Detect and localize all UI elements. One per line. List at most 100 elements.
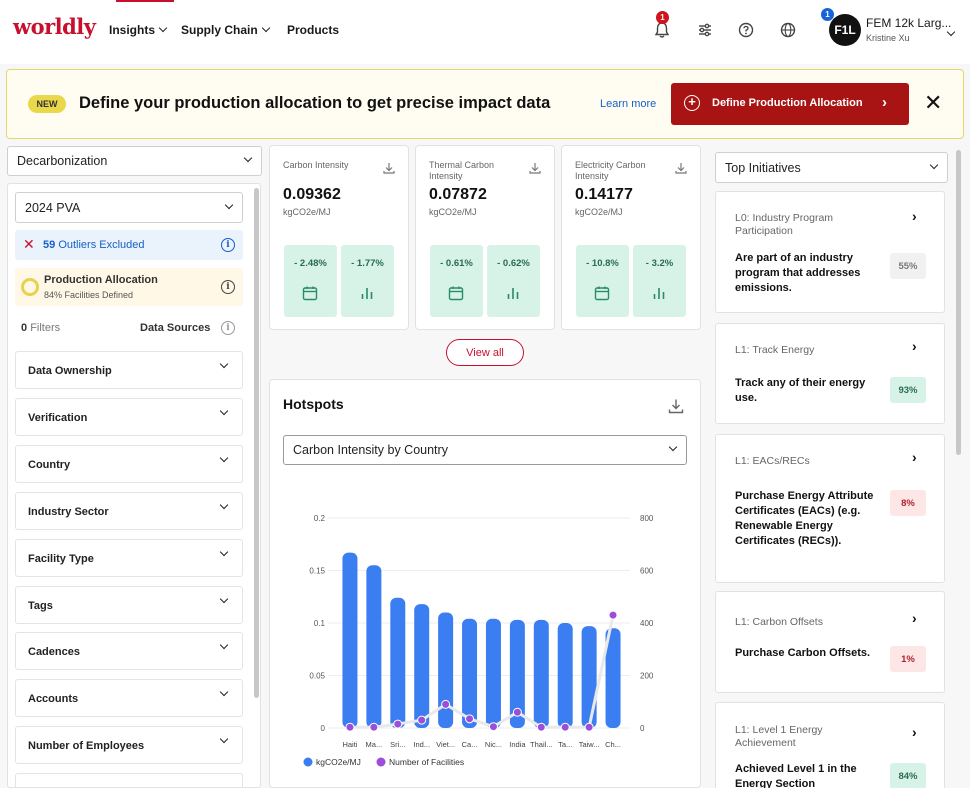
- y-right-tick-label: 0: [640, 724, 645, 733]
- hotspots-select-value: Carbon Intensity by Country: [293, 443, 448, 457]
- change-tile-yoy[interactable]: - 2.48%: [284, 245, 337, 317]
- worldly-logo[interactable]: worldly: [13, 14, 96, 39]
- y-right-tick-label: 200: [640, 672, 654, 681]
- y-left-tick-label: 0.15: [309, 567, 325, 576]
- download-icon[interactable]: [668, 398, 684, 419]
- facilities-point: [560, 722, 570, 732]
- nav-insights[interactable]: Insights: [109, 23, 168, 37]
- change-value: - 1.77%: [351, 258, 384, 269]
- change-tile-benchmark[interactable]: - 1.77%: [341, 245, 394, 317]
- filter-label: Tags: [28, 600, 53, 612]
- filter-more[interactable]: [15, 773, 243, 787]
- info-icon[interactable]: i: [221, 280, 235, 294]
- initiative-card[interactable]: L1: Track Energy › Track any of their en…: [715, 323, 945, 424]
- chevron-down-icon: [946, 27, 956, 37]
- outliers-excluded[interactable]: ✕ 59 Outliers Excluded i: [15, 230, 243, 260]
- define-button-label: Define Production Allocation: [712, 97, 863, 109]
- y-right-tick-label: 600: [640, 567, 654, 576]
- globe-icon[interactable]: [779, 21, 797, 39]
- change-value: - 2.48%: [294, 258, 327, 269]
- chevron-down-icon: [261, 23, 270, 33]
- filter-label: Number of Employees: [28, 740, 145, 752]
- filter-number-of-employees[interactable]: Number of Employees: [15, 726, 243, 764]
- chart-bar: [509, 619, 525, 728]
- chevron-down-icon: [243, 153, 253, 163]
- close-icon[interactable]: ✕: [924, 90, 943, 115]
- nav-active-indicator: [116, 0, 174, 2]
- initiative-card[interactable]: L1: EACs/RECs › Purchase Energy Attribut…: [715, 434, 945, 583]
- filter-industry-sector[interactable]: Industry Sector: [15, 492, 243, 530]
- filter-facility-type[interactable]: Facility Type: [15, 539, 243, 577]
- y-left-tick-label: 0.05: [309, 672, 325, 681]
- chevron-down-icon: [219, 594, 229, 604]
- bell-icon[interactable]: [653, 21, 671, 39]
- filter-tags[interactable]: Tags: [15, 586, 243, 624]
- avatar[interactable]: F1L: [829, 14, 861, 46]
- filter-label: Country: [28, 459, 71, 471]
- filter-country[interactable]: Country: [15, 445, 243, 483]
- hotspots-metric-select[interactable]: Carbon Intensity by Country: [283, 435, 687, 465]
- initiative-level: L1: Carbon Offsets: [735, 616, 823, 628]
- y-right-tick-label: 800: [640, 514, 654, 523]
- account-menu-chevron[interactable]: [946, 22, 956, 40]
- chevron-down-icon: [219, 500, 229, 510]
- view-all-button[interactable]: View all: [446, 339, 524, 366]
- download-icon[interactable]: [529, 161, 541, 179]
- data-sources-label[interactable]: Data Sources: [140, 322, 211, 334]
- download-icon[interactable]: [383, 161, 395, 179]
- nav-supply-chain[interactable]: Supply Chain: [181, 23, 270, 37]
- facilities-point: [488, 722, 498, 732]
- filter-data-ownership[interactable]: Data Ownership: [15, 351, 243, 389]
- module-select[interactable]: Decarbonization: [7, 146, 262, 176]
- chart-bar: [342, 552, 358, 728]
- chevron-right-icon: ›: [912, 338, 917, 354]
- metric-card-electricity-carbon-intensity[interactable]: Electricity Carbon Intensity 0.14177 kgC…: [561, 145, 701, 330]
- initiative-card[interactable]: L0: Industry Program Participation › Are…: [715, 191, 945, 313]
- metric-card-thermal-carbon-intensity[interactable]: Thermal Carbon Intensity 0.07872 kgCO2e/…: [415, 145, 555, 330]
- change-tile-yoy[interactable]: - 10.8%: [576, 245, 629, 317]
- help-icon[interactable]: [737, 21, 755, 39]
- initiatives-select[interactable]: Top Initiatives: [715, 152, 948, 183]
- filters-count-label: Filters: [30, 322, 61, 334]
- x-tick-label: Ma...: [366, 740, 383, 749]
- x-tick-label: Ind...: [413, 740, 430, 749]
- page-scrollbar[interactable]: [956, 150, 961, 455]
- initiative-description: Are part of an industry program that add…: [735, 252, 861, 294]
- account-title[interactable]: FEM 12k Larg...: [866, 16, 952, 30]
- define-production-allocation-button[interactable]: + Define Production Allocation ›: [671, 83, 909, 125]
- sliders-icon[interactable]: [696, 21, 714, 39]
- metric-card-carbon-intensity[interactable]: Carbon Intensity 0.09362 kgCO2e/MJ - 2.4…: [269, 145, 409, 330]
- filter-verification[interactable]: Verification: [15, 398, 243, 436]
- chevron-down-icon: [219, 453, 229, 463]
- bar-chart-icon: [651, 285, 667, 306]
- facilities-point: [369, 722, 379, 732]
- info-icon[interactable]: i: [221, 321, 235, 335]
- nav-products[interactable]: Products: [287, 23, 339, 37]
- initiative-percent: 84%: [890, 763, 926, 788]
- initiative-card[interactable]: L1: Carbon Offsets › Purchase Carbon Off…: [715, 591, 945, 693]
- chevron-down-icon: [219, 734, 229, 744]
- period-select[interactable]: 2024 PVA: [15, 192, 243, 223]
- allocation-title: Production Allocation: [44, 274, 158, 286]
- info-icon[interactable]: i: [221, 238, 235, 252]
- download-icon[interactable]: [675, 161, 687, 179]
- change-value: - 10.8%: [586, 258, 619, 269]
- close-icon[interactable]: ✕: [23, 236, 35, 252]
- production-allocation-status[interactable]: Production Allocation 84% Facilities Def…: [15, 268, 243, 306]
- change-tile-benchmark[interactable]: - 0.62%: [487, 245, 540, 317]
- change-tile-yoy[interactable]: - 0.61%: [430, 245, 483, 317]
- filter-accounts[interactable]: Accounts: [15, 679, 243, 717]
- chevron-down-icon: [224, 200, 234, 209]
- initiative-card[interactable]: L1: Level 1 Energy Achievement › Achieve…: [715, 702, 945, 788]
- hotspots-panel: Hotspots Carbon Intensity by Country 0 0.…: [269, 379, 701, 788]
- filter-cadences[interactable]: Cadences: [15, 632, 243, 670]
- calendar-icon: [448, 285, 464, 306]
- change-tile-benchmark[interactable]: - 3.2%: [633, 245, 686, 317]
- filters-scrollbar[interactable]: [254, 188, 259, 698]
- legend-swatch: [376, 757, 386, 767]
- initiative-description: Achieved Level 1 in the Energy Section: [735, 763, 857, 788]
- x-tick-label: Nic...: [485, 740, 502, 749]
- learn-more-link[interactable]: Learn more: [600, 98, 657, 110]
- filter-label: Verification: [28, 412, 88, 424]
- y-left-tick-label: 0: [321, 724, 326, 733]
